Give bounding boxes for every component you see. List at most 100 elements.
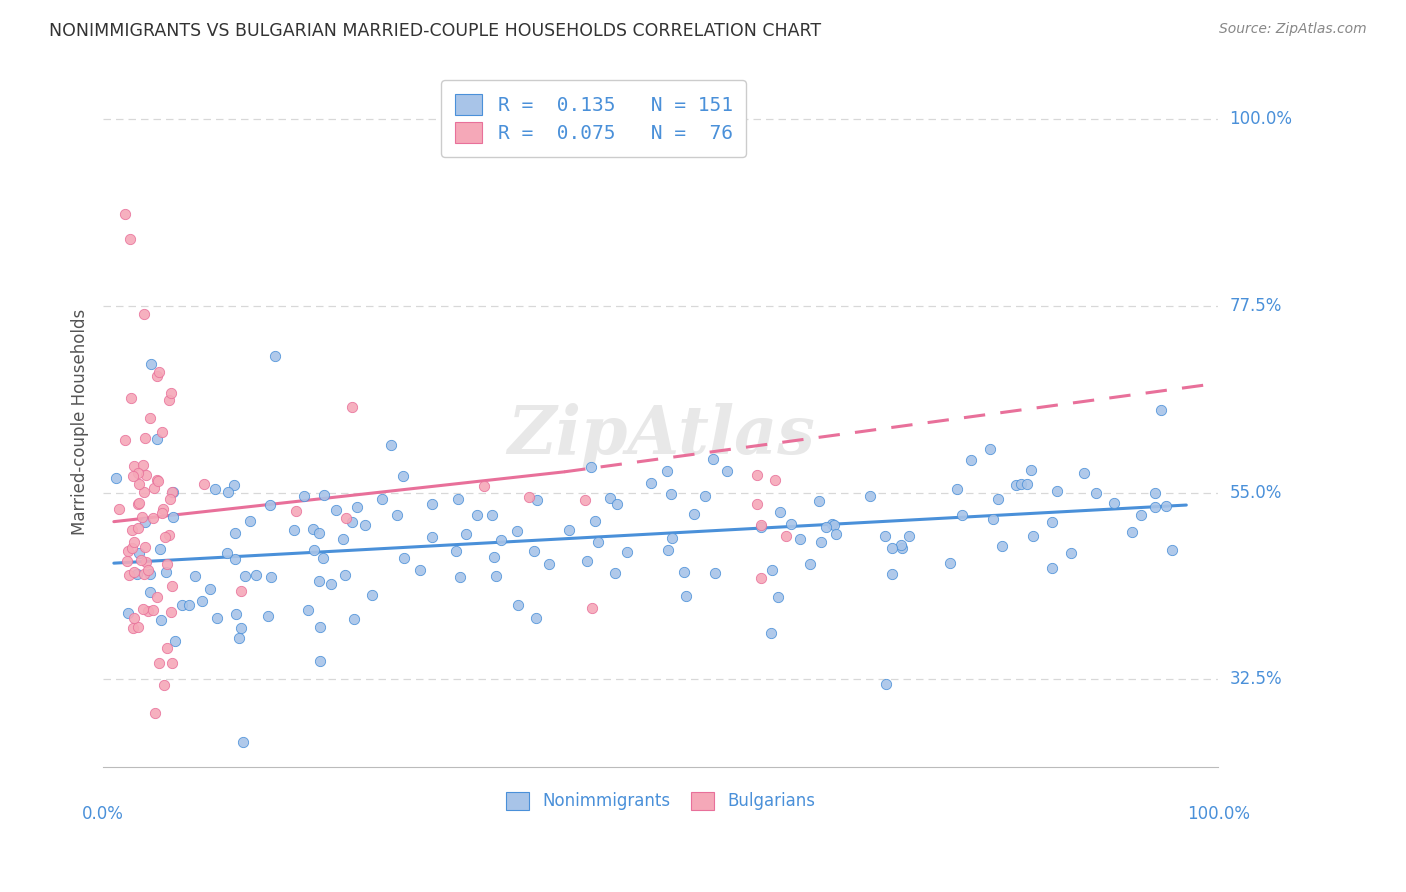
Point: [482, 550, 505, 565]
Point: [121, 541, 143, 555]
Point: [229, 621, 252, 635]
Point: [523, 543, 546, 558]
Text: 32.5%: 32.5%: [1230, 671, 1282, 689]
Point: [297, 603, 319, 617]
Point: [769, 505, 792, 519]
Point: [114, 207, 136, 221]
Point: [224, 526, 246, 541]
Point: [117, 544, 139, 558]
Point: [160, 605, 183, 619]
Point: [1121, 524, 1143, 539]
Point: [122, 565, 145, 579]
Point: [1102, 495, 1125, 509]
Point: [114, 434, 136, 448]
Point: [184, 569, 207, 583]
Point: [150, 506, 173, 520]
Point: [225, 607, 247, 621]
Point: [239, 514, 262, 528]
Point: [446, 544, 468, 558]
Point: [1085, 486, 1108, 500]
Point: [979, 442, 1001, 456]
Point: [775, 529, 797, 543]
Point: [1130, 508, 1153, 522]
Point: [204, 483, 226, 497]
Point: [217, 546, 239, 560]
Point: [153, 530, 176, 544]
Point: [245, 568, 267, 582]
Point: [875, 529, 897, 543]
Point: [332, 532, 354, 546]
Point: [122, 458, 145, 473]
Point: [950, 508, 973, 522]
Point: [392, 550, 415, 565]
Point: [1160, 542, 1182, 557]
Point: [581, 600, 603, 615]
Point: [897, 529, 920, 543]
Point: [120, 391, 142, 405]
Text: Source: ZipAtlas.com: Source: ZipAtlas.com: [1219, 22, 1367, 37]
Point: [991, 539, 1014, 553]
Text: 100.0%: 100.0%: [1187, 805, 1250, 823]
Point: [284, 503, 307, 517]
Point: [127, 521, 149, 535]
Point: [162, 510, 184, 524]
Point: [1156, 499, 1178, 513]
Point: [157, 528, 180, 542]
Point: [172, 598, 194, 612]
Point: [159, 492, 181, 507]
Point: [128, 477, 150, 491]
Point: [616, 545, 638, 559]
Point: [190, 593, 212, 607]
Point: [228, 631, 250, 645]
Point: [304, 543, 326, 558]
Point: [153, 678, 176, 692]
Point: [939, 556, 962, 570]
Point: [312, 551, 335, 566]
Point: [145, 473, 167, 487]
Point: [312, 488, 335, 502]
Point: [343, 612, 366, 626]
Point: [342, 401, 364, 415]
Point: [150, 613, 173, 627]
Point: [231, 583, 253, 598]
Point: [485, 568, 508, 582]
Point: [808, 493, 831, 508]
Point: [420, 498, 443, 512]
Point: [142, 603, 165, 617]
Point: [579, 460, 602, 475]
Point: [308, 525, 330, 540]
Point: [117, 607, 139, 621]
Point: [1042, 515, 1064, 529]
Point: [149, 542, 172, 557]
Point: [146, 474, 169, 488]
Point: [603, 566, 626, 580]
Point: [325, 503, 347, 517]
Point: [693, 489, 716, 503]
Point: [122, 611, 145, 625]
Point: [127, 497, 149, 511]
Point: [491, 533, 513, 548]
Point: [1005, 478, 1028, 492]
Text: 77.5%: 77.5%: [1230, 297, 1282, 315]
Point: [127, 567, 149, 582]
Text: 55.0%: 55.0%: [1230, 483, 1282, 501]
Point: [134, 431, 156, 445]
Point: [128, 546, 150, 560]
Text: 0.0%: 0.0%: [82, 805, 124, 823]
Point: [162, 578, 184, 592]
Point: [335, 568, 357, 582]
Point: [702, 451, 724, 466]
Point: [1019, 463, 1042, 477]
Point: [340, 515, 363, 529]
Point: [890, 541, 912, 556]
Point: [371, 491, 394, 506]
Point: [538, 557, 561, 571]
Point: [232, 734, 254, 748]
Point: [128, 496, 150, 510]
Point: [134, 566, 156, 581]
Point: [263, 349, 285, 363]
Point: [823, 517, 845, 532]
Point: [233, 569, 256, 583]
Point: [472, 479, 495, 493]
Point: [761, 625, 783, 640]
